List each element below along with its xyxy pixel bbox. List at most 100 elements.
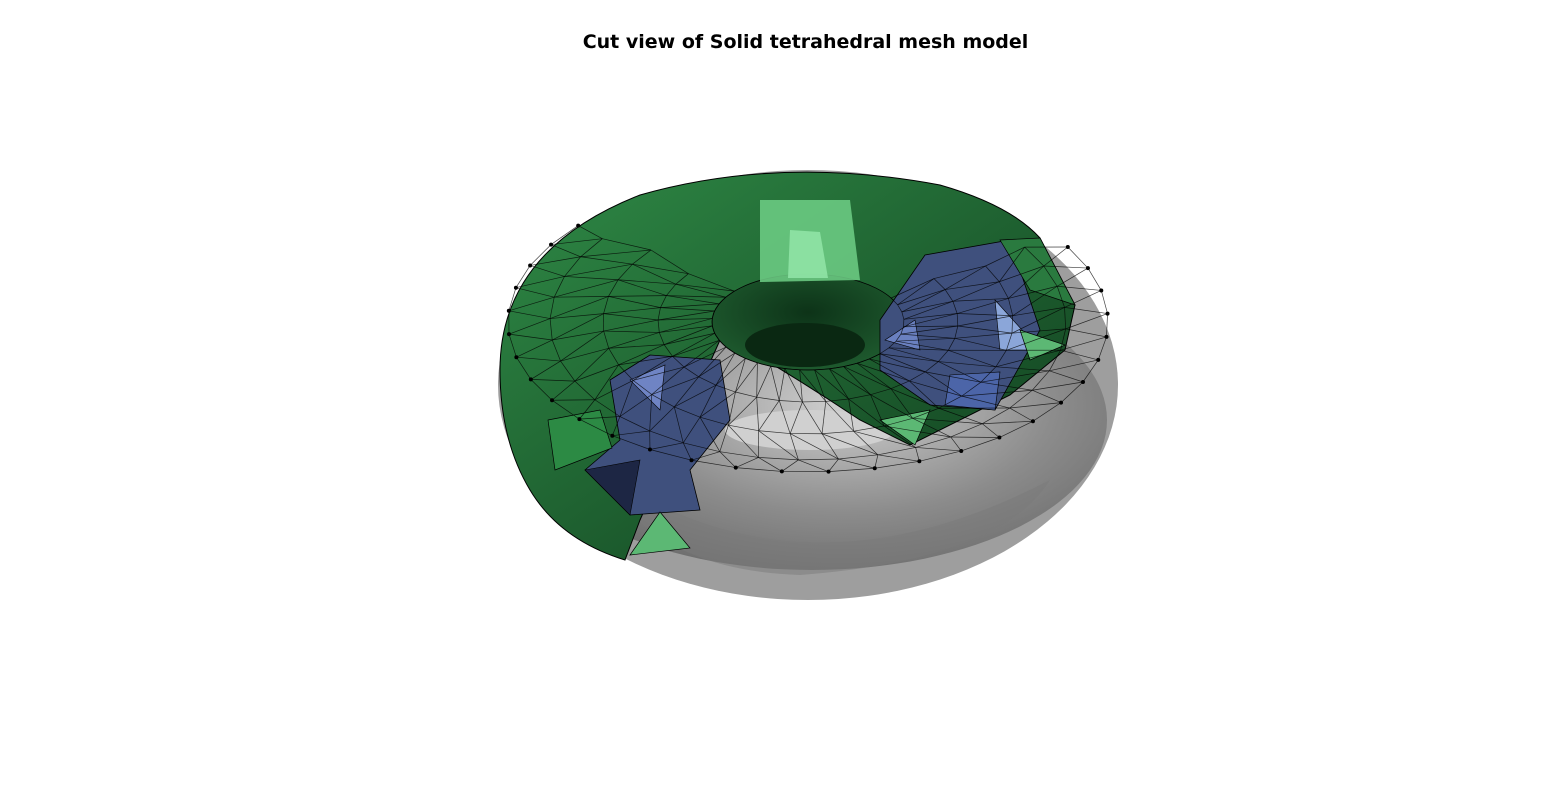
mesh-edge: [985, 246, 1025, 267]
mesh-edge: [825, 398, 849, 402]
mesh-edge: [757, 362, 771, 367]
mesh-edge: [674, 406, 701, 418]
mesh-edge: [683, 366, 699, 378]
mesh-edge: [933, 278, 946, 290]
mesh-edge: [890, 388, 913, 419]
mesh-edge: [957, 313, 1013, 317]
mesh-edge: [728, 424, 759, 432]
mesh-edge: [515, 287, 555, 298]
mesh-edge: [961, 389, 1033, 397]
mesh-edge: [802, 401, 823, 434]
mesh-edge: [603, 319, 659, 332]
mesh-edge: [950, 436, 962, 452]
mesh-edge: [608, 296, 661, 308]
mesh-edge: [564, 276, 619, 281]
mesh-edge: [938, 350, 949, 362]
mesh-edge: [551, 380, 576, 401]
mesh-edge: [508, 333, 553, 341]
mesh-edge: [516, 356, 561, 362]
mesh-edge: [938, 395, 962, 409]
mesh-edge: [618, 364, 634, 381]
mesh-edge: [1067, 246, 1089, 269]
mesh-edge: [950, 436, 1000, 438]
mesh-vertex: [1080, 379, 1085, 384]
mesh-edge: [909, 380, 962, 397]
mesh-edge: [814, 368, 830, 371]
mesh-edge: [778, 400, 791, 434]
mesh-edge: [900, 326, 904, 335]
mesh-edge: [698, 346, 727, 378]
mesh-edge: [612, 430, 650, 437]
mesh-vertex: [506, 332, 511, 337]
mesh-edge: [1008, 265, 1045, 299]
mesh-vertex: [689, 458, 694, 463]
mesh-edge: [770, 365, 785, 369]
mesh-edge: [1065, 313, 1108, 330]
mesh-edge: [608, 344, 665, 349]
mesh-edge: [608, 295, 667, 297]
mesh-vertex: [1059, 400, 1064, 405]
mesh-edge: [672, 356, 685, 368]
mesh-vertices: [506, 223, 1110, 474]
mesh-edge: [508, 287, 517, 311]
mesh-edge: [719, 451, 759, 458]
mesh-edge: [825, 401, 854, 432]
mesh-edge: [856, 362, 910, 382]
mesh-edge: [938, 361, 982, 383]
mesh-vertex: [1105, 311, 1110, 316]
mesh-edge: [901, 311, 905, 320]
mesh-edge: [611, 416, 621, 436]
mesh-edge: [735, 457, 759, 468]
mesh-edge: [838, 458, 875, 469]
mesh-edge: [925, 371, 962, 397]
mesh-edge: [711, 310, 715, 319]
mesh-edge: [802, 401, 826, 403]
mesh-edge: [883, 417, 913, 427]
mesh-edge: [879, 353, 939, 362]
mesh-edge: [883, 425, 916, 448]
mesh-edge: [1064, 307, 1067, 329]
mesh-edge: [909, 380, 940, 409]
mesh-edge: [698, 376, 717, 386]
mesh-edge: [999, 246, 1025, 282]
mesh-edge: [758, 457, 783, 472]
mesh-edge: [579, 399, 596, 420]
mesh-edge: [897, 304, 903, 313]
mesh-edge: [516, 339, 553, 358]
mesh-edge: [954, 332, 1013, 339]
mesh-edge: [900, 325, 958, 335]
mesh-edge: [691, 459, 736, 468]
mesh-edge: [683, 346, 727, 368]
mesh-edge: [682, 442, 692, 461]
mesh-edge: [564, 263, 633, 277]
mesh-edge: [1064, 290, 1102, 308]
mesh-edge: [580, 256, 633, 265]
mesh-edge: [728, 396, 757, 426]
mesh-edge: [651, 376, 699, 395]
mesh-edge: [950, 423, 983, 438]
mesh-edge: [853, 430, 916, 448]
mesh-edge: [618, 355, 673, 366]
mesh-edge: [799, 369, 803, 402]
mesh-edge: [938, 407, 983, 425]
mesh-edge: [995, 349, 1061, 368]
mesh-edge: [853, 425, 885, 432]
mesh-edge: [948, 349, 997, 368]
mesh-edge: [660, 295, 667, 308]
mesh-edge: [1082, 359, 1099, 383]
mesh-edge: [756, 397, 760, 431]
mesh-edge: [560, 347, 609, 362]
mesh-edge: [1011, 328, 1066, 334]
mesh-edge: [603, 313, 659, 321]
mesh-edge: [719, 451, 737, 468]
mesh-edge: [658, 318, 713, 321]
mesh-vertex: [826, 469, 831, 474]
mesh-edge: [715, 352, 736, 386]
mesh-edge: [938, 361, 996, 368]
mesh-vertex: [959, 448, 964, 453]
mesh-edge: [735, 362, 758, 393]
mesh-edge: [814, 369, 849, 400]
mesh-edge: [649, 442, 684, 450]
mesh-edge: [999, 420, 1034, 438]
